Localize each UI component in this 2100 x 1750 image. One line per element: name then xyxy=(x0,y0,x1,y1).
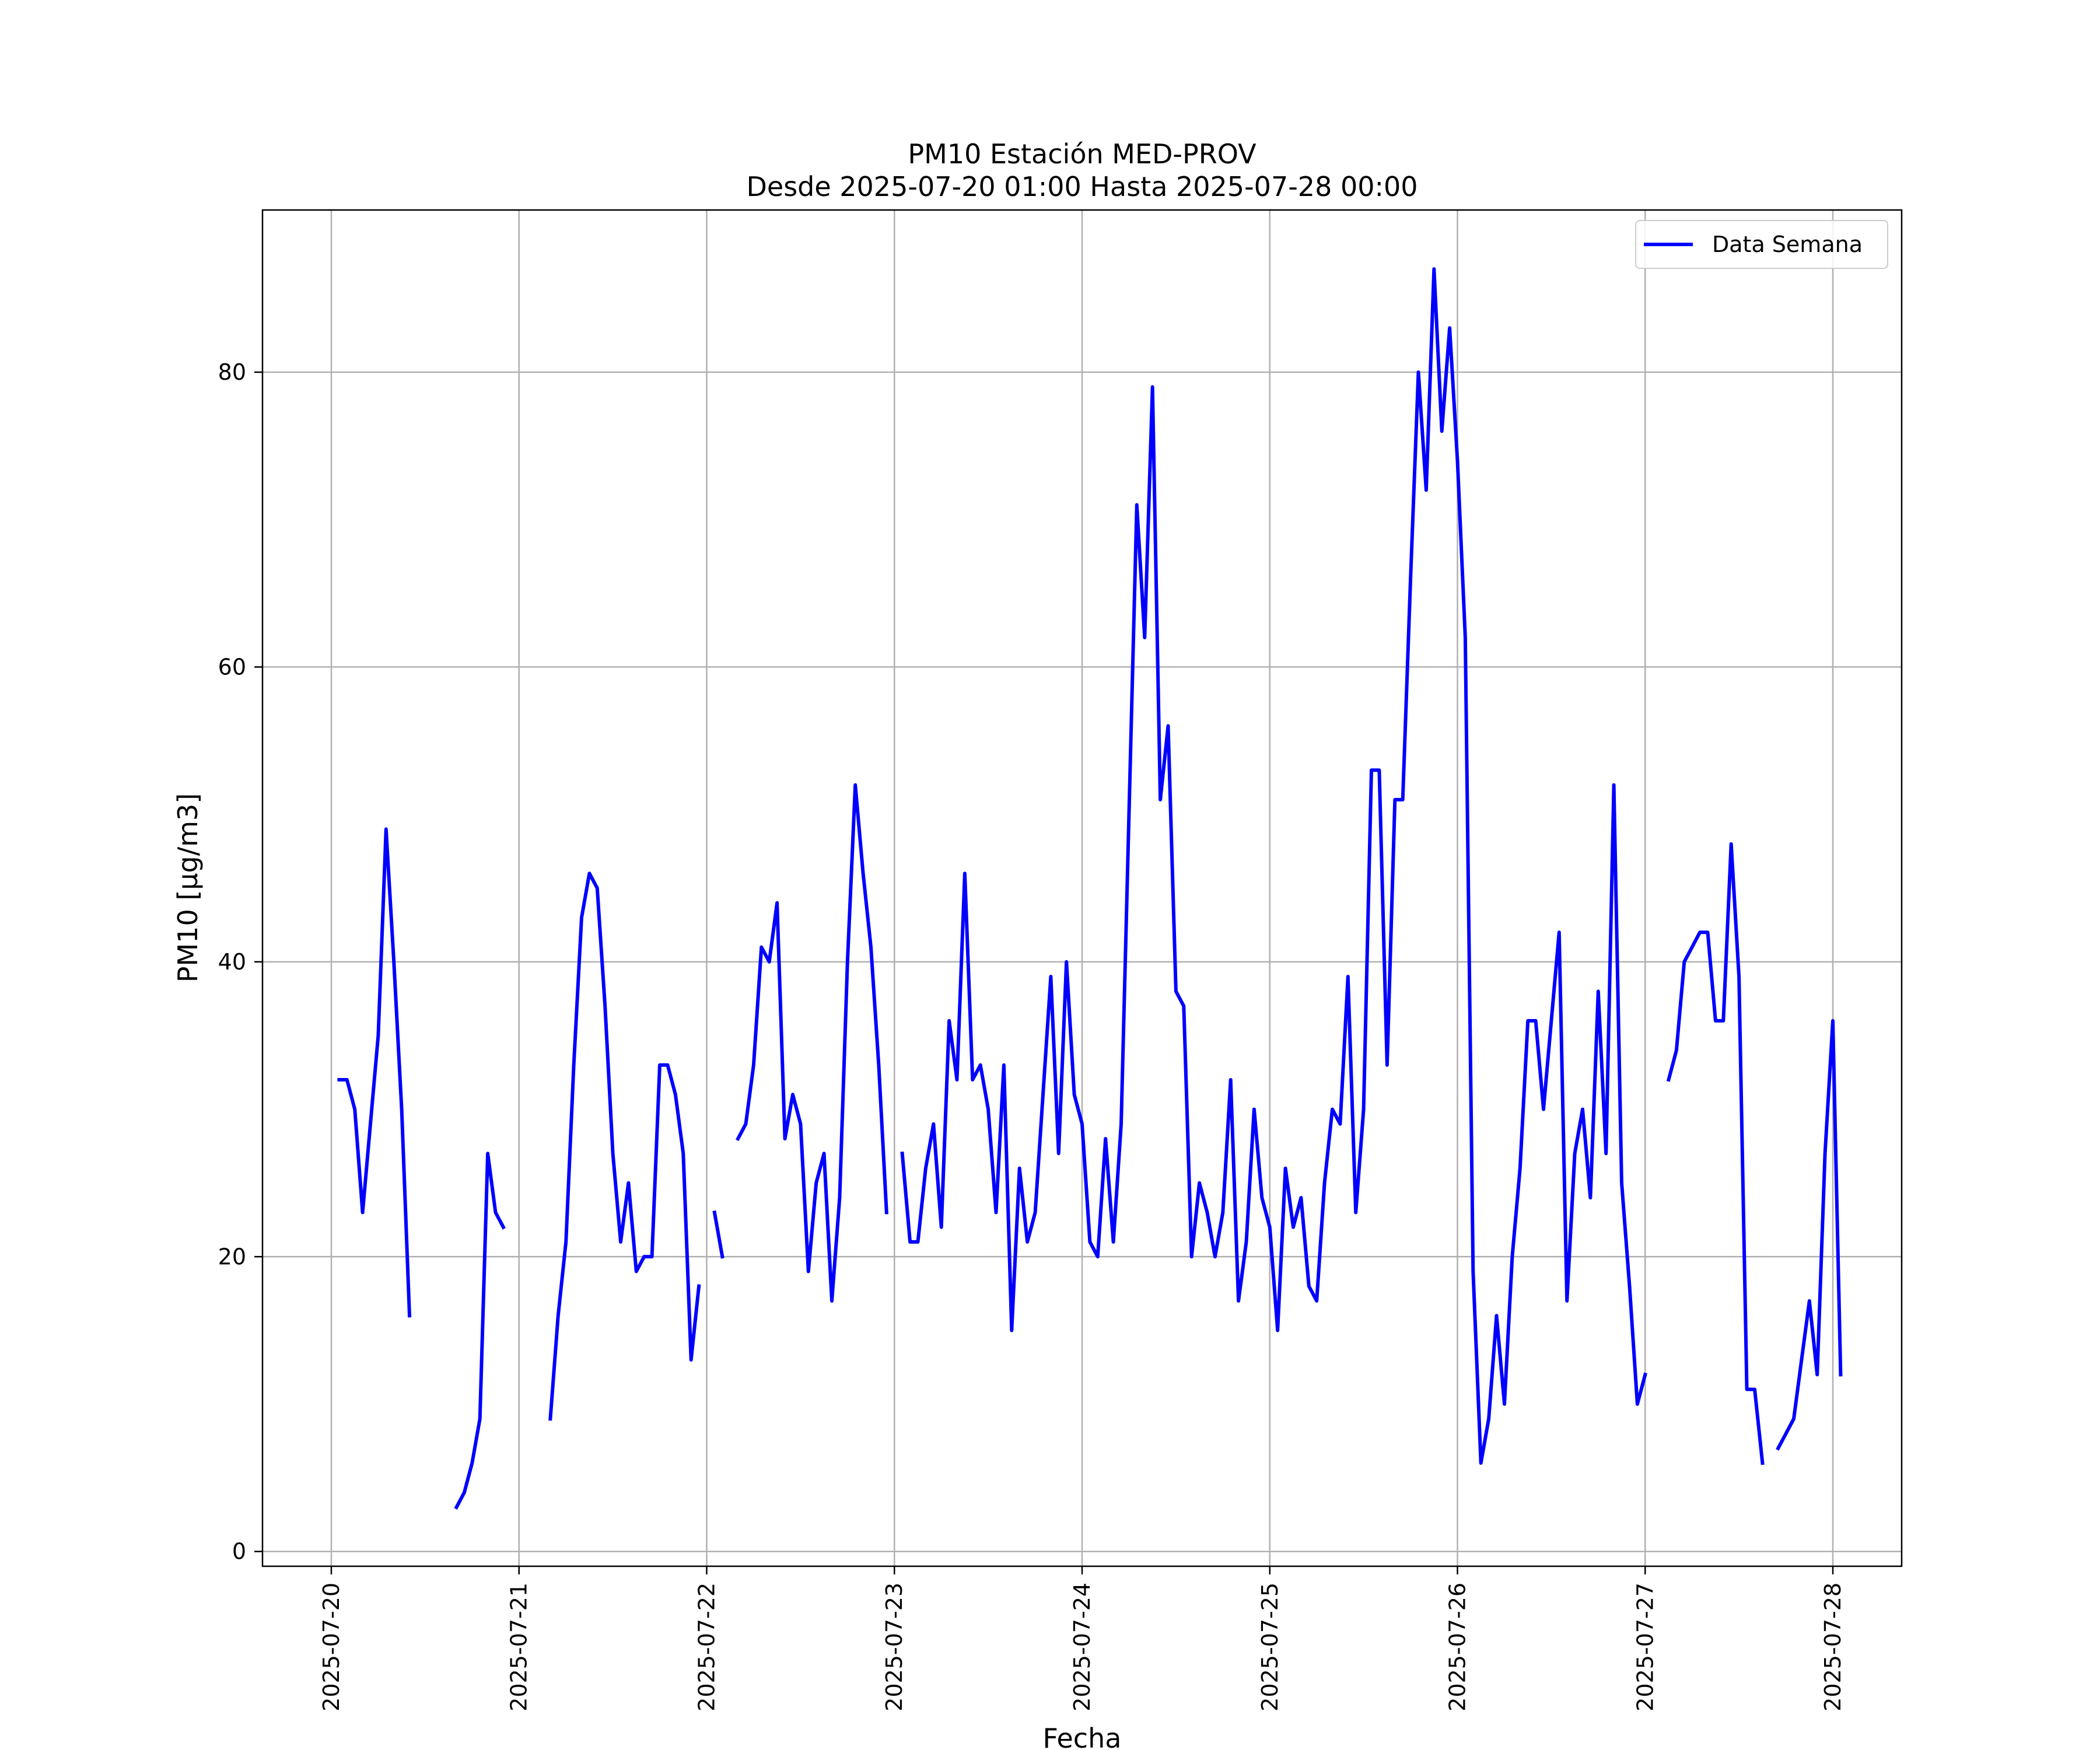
x-tick-label: 2025-07-27 xyxy=(1632,1583,1658,1712)
chart-title: PM10 Estación MED-PROV xyxy=(908,138,1256,170)
legend-entry-label: Data Semana xyxy=(1712,232,1863,257)
y-axis-ticks: 0 20 40 60 80 xyxy=(218,359,262,1564)
x-tick-label: 2025-07-26 xyxy=(1445,1583,1471,1712)
series-line-segment xyxy=(712,1210,724,1259)
x-tick-label: 2025-07-21 xyxy=(506,1583,532,1712)
y-axis-label: PM10 [μg/m3] xyxy=(172,793,204,983)
x-tick-label: 2025-07-24 xyxy=(1069,1583,1095,1712)
series-line-segment xyxy=(736,783,888,1303)
y-tick-label: 0 xyxy=(232,1539,246,1564)
x-tick-label: 2025-07-22 xyxy=(694,1583,719,1712)
series-line-segment xyxy=(1776,1019,1843,1451)
series-line-segment xyxy=(548,872,701,1421)
legend: Data Semana xyxy=(1635,220,1888,269)
y-tick-label: 40 xyxy=(218,949,246,975)
chart-subtitle: Desde 2025-07-20 01:00 Hasta 2025-07-28 … xyxy=(746,171,1418,202)
series-line-segment xyxy=(337,827,412,1318)
x-tick-label: 2025-07-23 xyxy=(881,1583,907,1712)
y-tick-label: 20 xyxy=(218,1244,246,1269)
series-line-segment xyxy=(900,267,1647,1465)
series-layer xyxy=(337,267,1843,1510)
series-line-segment xyxy=(454,1152,506,1510)
x-tick-label: 2025-07-25 xyxy=(1257,1583,1283,1712)
series-line-segment xyxy=(1666,842,1765,1465)
x-axis-label: Fecha xyxy=(1043,1723,1122,1750)
y-tick-label: 60 xyxy=(218,654,246,680)
y-tick-label: 80 xyxy=(218,359,246,385)
grid xyxy=(262,210,1902,1566)
x-tick-label: 2025-07-28 xyxy=(1820,1583,1846,1712)
x-tick-label: 2025-07-20 xyxy=(318,1583,344,1712)
x-axis-ticks: 2025-07-20 2025-07-21 2025-07-22 2025-07-23… xyxy=(318,1566,1846,1712)
legend-box xyxy=(1635,220,1888,269)
